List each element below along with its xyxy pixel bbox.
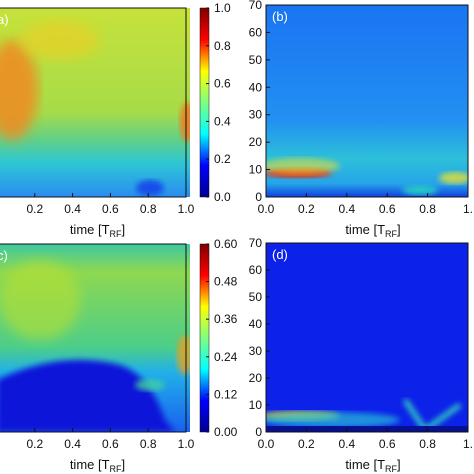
y-tick-label: 20 [249, 135, 263, 149]
y-tick-label: 50 [249, 290, 263, 304]
y-tick-label: 30 [249, 108, 263, 122]
panel-label: (b) [272, 9, 288, 24]
x-label-sub: RF [110, 464, 122, 474]
y-tick-label: 40 [249, 80, 263, 94]
x-label-sub: RF [385, 229, 397, 239]
y-tick-label: 60 [249, 263, 263, 277]
x-tick-label: 0.8 [419, 202, 436, 216]
y-tick-label: 60 [249, 25, 263, 39]
heatmap-c [0, 244, 190, 432]
x-label-sub: RF [110, 229, 122, 239]
x-tick-label: 1. [463, 437, 473, 451]
x-axis-label: time [TRF] [345, 457, 400, 474]
colorbar-tick-label: 1.0 [214, 1, 231, 15]
x-label-end: ] [122, 222, 126, 237]
panel-label: a) [0, 12, 9, 27]
plot-frame [0, 7, 187, 198]
heatmap-b [266, 5, 468, 197]
y-tick-label: 50 [249, 53, 263, 67]
y-tick-label: 70 [249, 0, 263, 12]
x-tick-label: 0.2 [298, 202, 315, 216]
colorbar-tick-label: 0.60 [214, 237, 238, 251]
plot-frame [265, 4, 469, 198]
x-tick-label: 0.2 [26, 437, 43, 451]
x-tick-label: 0.8 [140, 202, 157, 216]
x-tick-label: 0.6 [379, 437, 396, 451]
x-tick-label: 0.2 [298, 437, 315, 451]
x-label-main: time [T [70, 457, 110, 472]
colorbar-tick-label: 0.12 [214, 387, 238, 401]
colorbar-tick-label: 0.6 [214, 77, 231, 91]
x-tick-label: 0.6 [102, 202, 119, 216]
x-tick-label: 0.2 [26, 202, 43, 216]
x-tick-label: 0.8 [419, 437, 436, 451]
colorbar-tick-label: 0.4 [214, 114, 231, 128]
panel-label: (d) [272, 247, 288, 262]
x-tick-label: 0.4 [64, 202, 81, 216]
heatmap-a [0, 8, 190, 197]
plot-frame [0, 243, 187, 433]
y-tick-label: 40 [249, 317, 263, 331]
x-tick-label: 0.8 [140, 437, 157, 451]
y-tick-label: 10 [249, 398, 263, 412]
colorbar-tick-label: 0.36 [214, 312, 238, 326]
x-tick-label: 0.0 [258, 202, 275, 216]
colorbar-tick-label: 0.00 [214, 425, 238, 439]
colorbar [199, 7, 210, 198]
colorbar [199, 243, 210, 433]
x-label-end: ] [122, 457, 126, 472]
y-tick-label: 0 [255, 190, 262, 204]
x-label-main: time [T [345, 457, 385, 472]
y-tick-label: 30 [249, 344, 263, 358]
x-tick-label: 0.6 [102, 437, 119, 451]
colorbar-tick-label: 0.0 [214, 190, 231, 204]
x-tick-label: 1. [463, 202, 473, 216]
x-label-end: ] [397, 222, 401, 237]
x-tick-label: 0.4 [338, 437, 355, 451]
x-label-main: time [T [345, 222, 385, 237]
panel-label: c) [0, 248, 8, 263]
x-label-end: ] [397, 457, 401, 472]
x-tick-label: 1.0 [178, 437, 195, 451]
x-tick-label: 0.6 [379, 202, 396, 216]
plot-frame [265, 242, 469, 433]
y-tick-label: 70 [249, 236, 263, 250]
colorbar-tick-label: 0.24 [214, 350, 238, 364]
x-label-sub: RF [385, 464, 397, 474]
x-axis-label: time [TRF] [345, 222, 400, 239]
colorbar-tick-label: 0.2 [214, 152, 231, 166]
heatmap-d [266, 243, 468, 432]
x-tick-label: 1.0 [178, 202, 195, 216]
x-tick-label: 0.0 [258, 437, 275, 451]
y-tick-label: 20 [249, 371, 263, 385]
y-tick-label: 10 [249, 163, 263, 177]
y-tick-label: 0 [255, 425, 262, 439]
x-tick-label: 0.4 [338, 202, 355, 216]
colorbar-tick-label: 0.48 [214, 275, 238, 289]
x-axis-label: time [TRF] [70, 457, 125, 474]
colorbar-tick-label: 0.8 [214, 39, 231, 53]
x-tick-label: 0.4 [64, 437, 81, 451]
x-label-main: time [T [70, 222, 110, 237]
x-axis-label: time [TRF] [70, 222, 125, 239]
